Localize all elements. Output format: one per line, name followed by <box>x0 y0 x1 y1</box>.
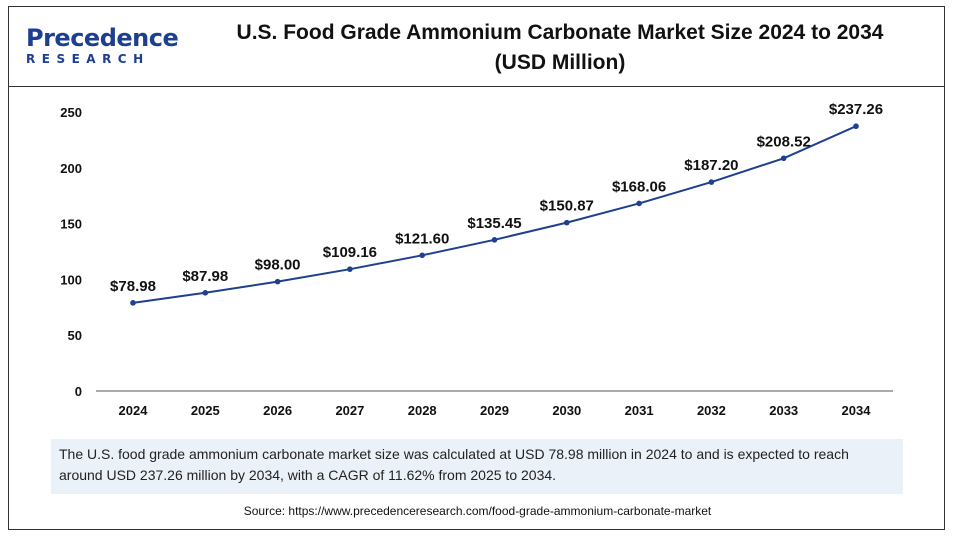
data-point <box>202 290 209 296</box>
x-tick-label: 2027 <box>335 403 364 418</box>
brand-logo: Precedence RESEARCH <box>26 24 179 66</box>
chart-title: U.S. Food Grade Ammonium Carbonate Marke… <box>190 18 930 78</box>
data-label: $237.26 <box>829 101 883 118</box>
y-tick-label: 100 <box>60 272 82 287</box>
y-tick-label: 50 <box>68 328 82 343</box>
data-point <box>419 252 426 259</box>
data-point <box>130 300 136 306</box>
summary-note: The U.S. food grade ammonium carbonate m… <box>51 439 903 494</box>
chart-title-line2: (USD Million) <box>494 51 626 74</box>
x-tick-label: 2030 <box>552 403 581 418</box>
data-point <box>347 266 353 272</box>
x-tick-label: 2024 <box>119 403 149 418</box>
data-label: $121.60 <box>395 230 449 247</box>
data-label: $168.06 <box>612 178 666 195</box>
x-tick-label: 2026 <box>263 403 292 418</box>
data-label: $98.00 <box>255 257 301 274</box>
data-labels: $78.98 $87.98 $98.00 $109.16 $121.60 $135.45 $… <box>110 101 883 295</box>
y-tick-label: 150 <box>60 217 82 232</box>
data-label: $78.98 <box>110 278 156 295</box>
y-axis-ticks: 0 50 100 150 200 250 <box>60 105 82 399</box>
header-divider <box>8 86 945 87</box>
x-axis-ticks: 2024 2025 2026 2027 2028 2029 2030 2031 2032 2033… <box>119 403 872 418</box>
chart-title-line1: U.S. Food Grade Ammonium Carbonate Marke… <box>236 21 884 44</box>
data-label: $87.98 <box>182 268 228 285</box>
x-tick-label: 2033 <box>769 403 798 418</box>
y-tick-label: 250 <box>60 105 82 120</box>
data-point <box>853 123 859 130</box>
data-points <box>130 123 859 306</box>
brand-subname: RESEARCH <box>26 52 150 66</box>
y-tick-label: 200 <box>60 161 82 176</box>
source-citation: Source: https://www.precedenceresearch.c… <box>243 504 712 518</box>
data-point <box>780 155 787 162</box>
x-tick-label: 2031 <box>625 403 654 418</box>
data-point <box>491 237 498 243</box>
x-tick-label: 2025 <box>191 403 220 418</box>
data-label: $150.87 <box>540 198 594 215</box>
data-point <box>274 278 281 285</box>
data-point <box>708 179 715 185</box>
data-label: $135.45 <box>467 215 521 232</box>
brand-name: Precedence <box>26 24 179 52</box>
data-label: $187.20 <box>684 157 738 174</box>
y-tick-label: 0 <box>75 384 82 399</box>
data-label: $208.52 <box>757 133 811 150</box>
data-point <box>636 200 642 207</box>
x-tick-label: 2032 <box>697 403 726 418</box>
data-point <box>564 219 570 226</box>
x-tick-label: 2028 <box>408 403 437 418</box>
data-label: $109.16 <box>323 244 377 261</box>
x-tick-label: 2034 <box>842 403 872 418</box>
x-tick-label: 2029 <box>480 403 509 418</box>
